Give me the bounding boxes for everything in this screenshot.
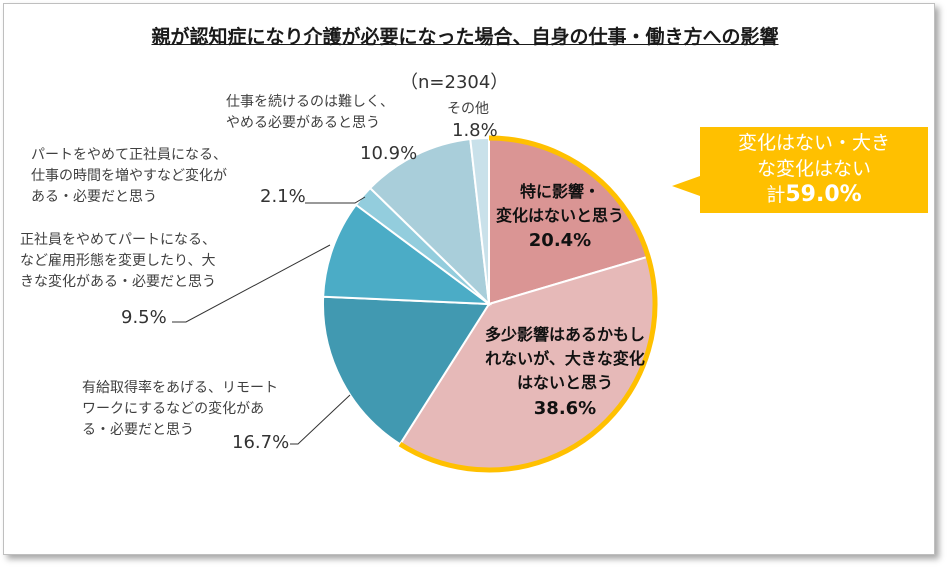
label-s2: 有給取得率をあげる、リモート ワークにするなどの変化があ る・必要だと思う <box>82 380 278 438</box>
leader-line-s4 <box>305 196 366 204</box>
label-s3: 正社員をやめてパートになる、 など雇用形態を変更したり、大 きな変化がある・必要だと… <box>20 232 216 290</box>
pie-slice-5 <box>368 137 491 307</box>
callout-box <box>672 127 928 213</box>
highlight-arc <box>398 135 658 473</box>
pie-slice-6 <box>469 136 490 305</box>
label-s1: 多少影響はあるかもし れないが、大きな変化 はないと思う <box>484 325 645 392</box>
sample-size: （n=2304） <box>400 72 509 93</box>
pct-s4: 2.1% <box>260 186 306 207</box>
label-s0: 特に影響・ 変化はないと思う <box>495 182 624 225</box>
pct-s3: 9.5% <box>121 307 167 328</box>
pct-s0: 20.4% <box>528 230 592 251</box>
pct-s1: 38.6% <box>533 398 597 419</box>
chart-title: 親が認知症になり介護が必要になった場合、自身の仕事・働き方への影響 <box>151 26 779 48</box>
pie-slice-2 <box>322 295 491 446</box>
pie-slice-3 <box>322 203 493 306</box>
pct-s6: 1.8% <box>452 120 498 141</box>
pct-s2: 16.7% <box>232 432 290 453</box>
label-s5: 仕事を続けるのは難しく、 やめる必要があると思う <box>226 94 394 131</box>
callout-text: 変化はない・大き な変化はない 計59.0% <box>737 132 890 207</box>
leader-line-s3 <box>172 244 331 323</box>
label-s6: その他 <box>447 101 489 117</box>
label-s4: パートをやめて正社員になる、 仕事の時間を増やすなど変化が ある・必要だと思う <box>31 147 227 205</box>
leader-line-s2 <box>290 394 351 445</box>
pct-s5: 10.9% <box>360 143 418 164</box>
